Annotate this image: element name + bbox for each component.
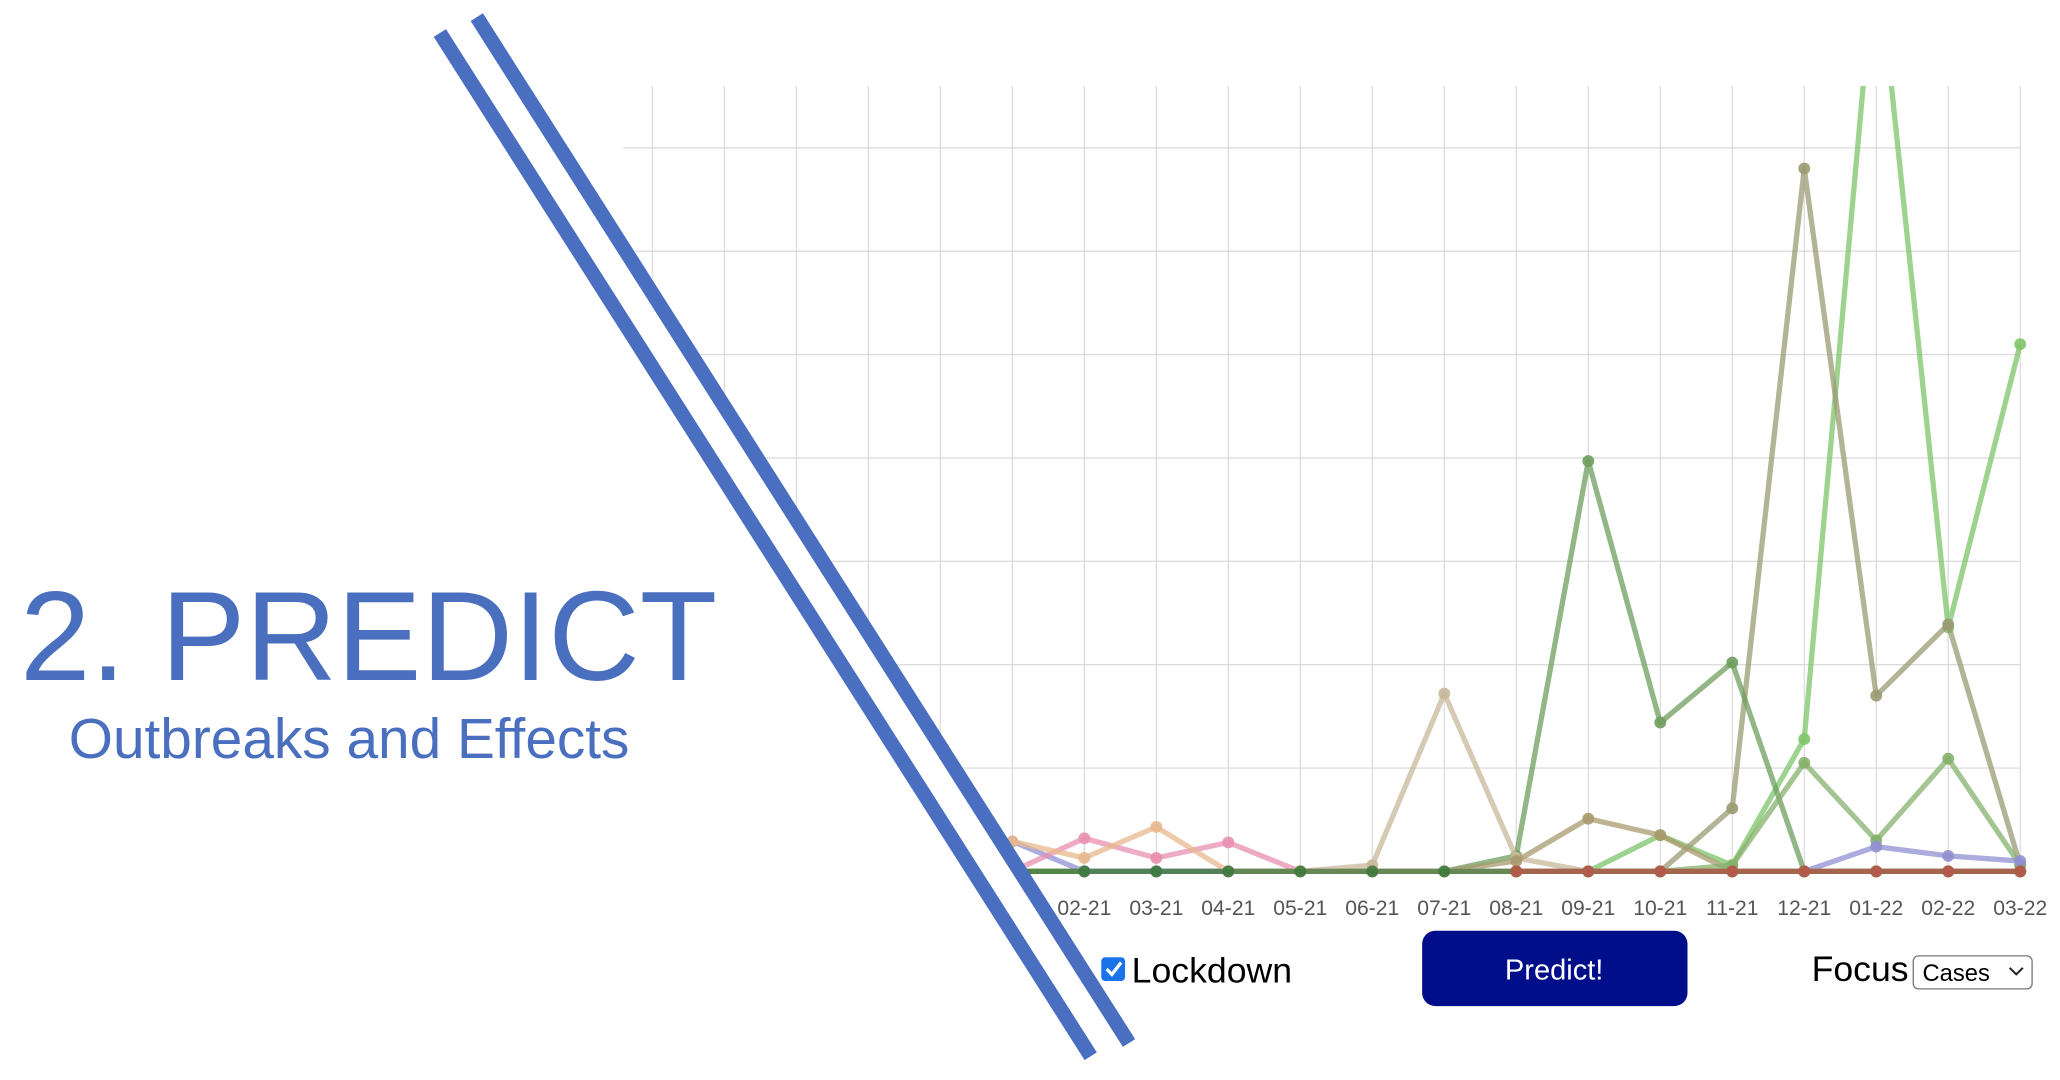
data-point <box>1438 687 1451 700</box>
data-point <box>1870 865 1883 878</box>
data-point <box>1726 865 1739 878</box>
x-tick-label: 06-21 <box>1345 897 1399 920</box>
chart: 02-21 03-21 04-21 05-21 06-21 07-21 08-21 09-21… <box>623 85 2047 920</box>
title: 2. PREDICT <box>20 565 717 707</box>
x-tick-label: 10-21 <box>1633 897 1687 920</box>
data-point <box>1654 865 1667 878</box>
data-point <box>1870 840 1883 853</box>
x-tick-label: 12-21 <box>1777 897 1831 920</box>
mask <box>0 0 1131 1080</box>
data-point <box>1078 865 1091 878</box>
x-tick-label: 11-21 <box>1706 897 1758 920</box>
data-point <box>1798 162 1811 175</box>
data-point <box>1294 865 1307 878</box>
data-point <box>1942 618 1955 631</box>
data-point <box>1798 756 1811 769</box>
data-point <box>1222 865 1235 878</box>
x-tick-label: 03-22 <box>1993 897 2047 920</box>
predict-button[interactable] <box>1422 930 1688 1007</box>
button-label: Predict! <box>1505 955 1603 987</box>
check <box>1105 961 1123 977</box>
x-tick-label: 02-21 <box>1057 897 1111 920</box>
data-point <box>1654 829 1667 842</box>
data-point <box>1078 832 1091 845</box>
checkbox-label: Lockdown <box>1132 950 1292 990</box>
data-point <box>1654 716 1667 729</box>
data-point <box>1510 855 1523 867</box>
x-tick-label: 02-22 <box>1921 897 1975 920</box>
data-point <box>1726 802 1739 815</box>
x-tick-label: 04-21 <box>1201 897 1255 920</box>
data-point <box>2014 338 2027 351</box>
data-point <box>1438 865 1451 878</box>
data-point <box>2014 855 2027 867</box>
x-tick-label: 09-21 <box>1561 897 1615 920</box>
stripe <box>433 29 1097 1061</box>
x-tick-label: 01-22 <box>1849 897 1903 920</box>
data-point <box>1726 656 1739 669</box>
focus-select[interactable] <box>1912 955 2033 990</box>
data-point <box>2014 865 2027 878</box>
data-point <box>1798 865 1811 878</box>
data-point <box>1078 852 1091 864</box>
data-point <box>1942 849 1955 862</box>
x-tick-label: 05-21 <box>1273 897 1327 920</box>
data-point <box>1582 865 1595 878</box>
data-point <box>1942 865 1955 878</box>
data-point <box>1942 752 1955 765</box>
data-point <box>1798 733 1811 746</box>
data-point <box>1150 865 1163 878</box>
stripe <box>470 13 1136 1047</box>
data-point <box>1870 689 1883 702</box>
data-point <box>1150 821 1163 833</box>
data-point <box>1222 836 1235 849</box>
focus-label: Focus <box>1812 949 1909 989</box>
data-point <box>1582 455 1595 467</box>
data-point <box>1510 865 1523 878</box>
plot-area <box>1006 85 2027 878</box>
x-tick-label: 07-21 <box>1417 897 1471 920</box>
data-point <box>1582 812 1595 825</box>
checkbox[interactable] <box>1101 957 1126 981</box>
subtitle: Outbreaks and Effects <box>69 708 630 771</box>
x-tick-label: 03-21 <box>1129 897 1183 920</box>
lockdown-checkbox[interactable] <box>1101 957 1126 981</box>
chevron <box>2008 967 2024 976</box>
select-value: Cases <box>1923 960 1990 987</box>
data-point <box>1366 865 1379 878</box>
data-point <box>1150 852 1163 864</box>
x-tick-label: 08-21 <box>1489 897 1543 920</box>
